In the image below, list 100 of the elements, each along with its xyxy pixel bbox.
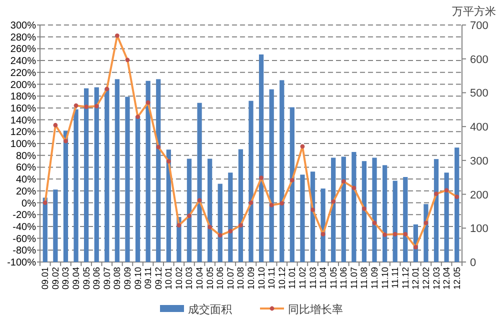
x-tick-label: 10.01 (164, 267, 174, 290)
bar (454, 148, 460, 262)
y-tick-label: -20% (12, 210, 36, 222)
x-tick-label: 10.03 (184, 267, 194, 290)
bar (104, 88, 110, 262)
bar (218, 184, 222, 262)
bar (434, 159, 439, 262)
bar (362, 161, 367, 262)
y-tick-label: 160% (10, 103, 36, 114)
x-tick-label: 09.09 (122, 267, 132, 290)
x-tick-label: 11.10 (380, 267, 390, 289)
x-tick-label: 11.03 (308, 267, 318, 289)
bar (42, 198, 48, 262)
x-tick-label: 09.04 (71, 267, 82, 290)
bar (331, 158, 336, 262)
x-tick-label: 10.04 (194, 267, 205, 290)
bar (290, 107, 294, 262)
y-tick-label: 200% (10, 80, 36, 91)
bar (125, 96, 130, 262)
x-tick-label: 11.04 (318, 267, 328, 289)
x-tick-label: 09.11 (143, 267, 154, 289)
x-tick-label: 10.12 (276, 267, 287, 290)
bar (382, 165, 388, 262)
y-tick-label: 300% (10, 20, 36, 32)
y-tick-label: -60% (12, 234, 36, 245)
y2-axis-title: 万平方米 (452, 5, 496, 18)
x-tick-label: 11.11 (390, 267, 400, 288)
y2-tick-label: 500 (470, 88, 488, 100)
y-tick-label: 80% (16, 150, 36, 162)
x-tick-label: 09.08 (112, 267, 122, 290)
x-tick-label: 09.03 (60, 267, 71, 290)
bar (53, 190, 58, 262)
y-tick-label: -80% (12, 246, 36, 257)
x-tick-label: 12.01 (410, 267, 421, 290)
x-tick-label: 09.02 (50, 267, 60, 290)
legend-label: 同比增长率 (288, 303, 343, 316)
y-tick-label: 220% (10, 68, 36, 79)
bar (208, 158, 212, 262)
bar (94, 87, 99, 262)
bar (63, 130, 68, 262)
bar (269, 89, 274, 262)
x-tick-label: 10.07 (225, 267, 236, 290)
y2-tick-label: 300 (470, 155, 488, 168)
x-tick-label: 09.10 (132, 267, 143, 290)
y-tick-label: 100% (10, 139, 36, 150)
bar (186, 158, 192, 262)
bar (300, 174, 305, 262)
x-tick-label: 09.07 (102, 267, 112, 290)
y2-tick-label: 400 (470, 122, 488, 134)
bar (228, 172, 233, 262)
y-tick-label: -40% (12, 222, 36, 233)
bar (352, 152, 356, 262)
y-tick-label: 60% (16, 162, 36, 174)
bar (444, 172, 449, 262)
bar (146, 80, 150, 262)
x-tick-label: 12.02 (420, 267, 431, 290)
y2-tick-label: 100 (470, 223, 488, 236)
y-tick-label: 40% (16, 174, 36, 186)
y-tick-label: -100% (7, 258, 36, 268)
x-tick-label: 10.08 (236, 267, 246, 290)
x-tick-label: 09.06 (92, 267, 102, 290)
x-tick-label: 09.12 (153, 267, 164, 290)
bar (341, 156, 346, 262)
y-tick-label: 260% (10, 44, 36, 56)
bar (248, 100, 254, 262)
x-tick-label: 10.09 (246, 267, 256, 290)
y2-tick-label: 0 (470, 257, 476, 269)
x-tick-label: 11.07 (348, 267, 359, 289)
x-tick-label: 11.09 (370, 267, 380, 289)
y-tick-label: 280% (10, 32, 36, 44)
x-tick-label: 11.05 (328, 267, 338, 289)
bar (84, 88, 89, 262)
bar (403, 177, 408, 262)
bar (197, 102, 202, 262)
y-tick-label: 0% (22, 198, 36, 210)
bar (258, 54, 264, 262)
legend-label: 成交面积 (188, 303, 232, 316)
x-tick-label: 11.12 (400, 267, 410, 289)
x-tick-label: 09.01 (40, 267, 50, 290)
x-tick-label: 12.03 (431, 267, 442, 290)
x-tick-label: 10.02 (174, 267, 184, 290)
y-tick-label: 140% (10, 115, 36, 126)
x-tick-label: 11.01 (287, 267, 298, 289)
bar (238, 149, 244, 262)
x-tick-label: 12.04 (442, 267, 452, 290)
bar (156, 79, 161, 262)
y-tick-label: 120% (10, 127, 36, 138)
bar (114, 79, 120, 262)
bar (280, 80, 284, 262)
x-tick-label: 11.06 (338, 267, 349, 289)
bar (135, 116, 140, 262)
y-tick-label: 180% (10, 92, 36, 103)
bar (74, 109, 78, 262)
x-tick-label: 11.02 (297, 267, 308, 289)
y2-tick-label: 600 (470, 54, 488, 66)
y-tick-label: 240% (10, 56, 36, 68)
x-tick-label: 10.11 (266, 267, 277, 289)
x-tick-label: 10.05 (204, 267, 215, 290)
bar (372, 158, 377, 262)
x-tick-label: 09.05 (81, 267, 92, 290)
